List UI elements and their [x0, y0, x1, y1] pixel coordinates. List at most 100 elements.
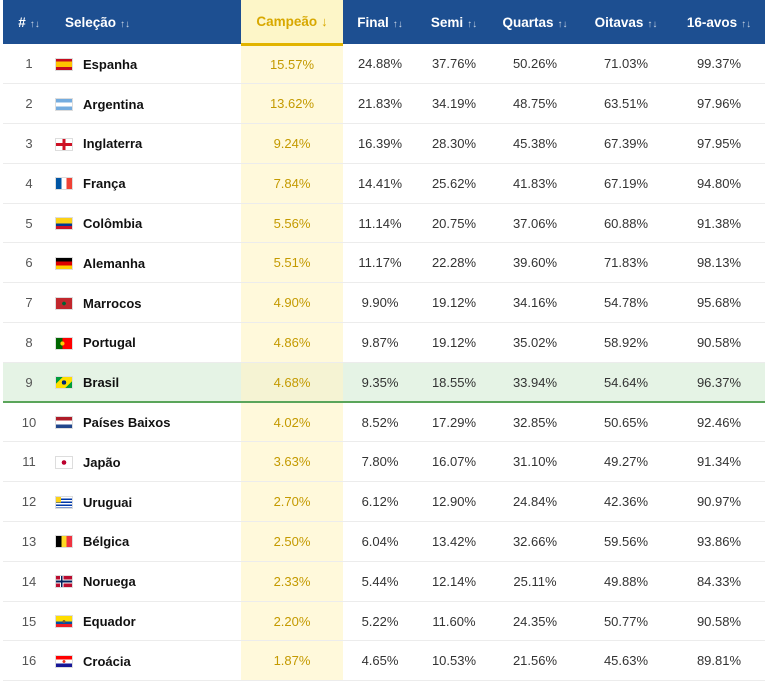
round32-cell: 97.95% [696, 135, 742, 151]
table-row[interactable]: 6 Alemanha 5.51% 11.17% 22.28% 39.60% 71.83% 98… [3, 242, 765, 283]
table-row[interactable]: 7 Marrocos 4.90% 9.90% 19.12% 34.16% 54.78% 95.… [3, 282, 765, 323]
team-cell[interactable]: Países Baixos [55, 402, 241, 442]
semi-cell: 12.14% [431, 573, 477, 589]
semi-cell: 22.28% [431, 255, 477, 271]
table-row[interactable]: 14 Noruega 2.33% 5.44% 12.14% 25.11% 49.88% 84.… [3, 561, 765, 602]
champion-cell: 1.87% [241, 640, 343, 681]
header-champion[interactable]: Campeão ↓ [241, 0, 343, 46]
table-row[interactable]: 3 Inglaterra 9.24% 16.39% 28.30% 45.38% 67.39%… [3, 123, 765, 164]
quarters-cell: 41.83% [512, 175, 558, 191]
team-cell[interactable]: Japão [55, 442, 241, 482]
table-row[interactable]: 5 Colômbia 5.56% 11.14% 20.75% 37.06% 60.88% 91… [3, 203, 765, 243]
sort-icon: ↑↓ [392, 18, 403, 30]
table-row[interactable]: 1 Espanha 15.57% 24.88% 37.76% 50.26% 71.03% 99… [3, 44, 765, 84]
table-row[interactable]: 13 Bélgica 2.50% 6.04% 13.42% 32.66% 59.56% 93.… [3, 521, 765, 562]
team-name: Noruega [83, 574, 136, 590]
semi-cell: 19.12% [431, 295, 477, 311]
table-row[interactable]: 9 Brasil 4.68% 9.35% 18.55% 33.94% 54.64% 96.37… [3, 362, 765, 403]
team-name: Colômbia [83, 216, 143, 232]
quarters-cell: 50.26% [512, 56, 558, 72]
header-round32[interactable]: 16-avos ↑↓ [673, 0, 765, 44]
germany-flag-icon [55, 256, 73, 270]
team-cell[interactable]: Argentina [55, 84, 241, 124]
round32-cell: 93.86% [696, 533, 742, 549]
team-cell[interactable]: Portugal [55, 323, 241, 363]
sort-icon: ↑↓ [29, 18, 40, 30]
round16-cell: 67.39% [603, 135, 649, 151]
round16-cell: 50.77% [603, 613, 649, 629]
team-cell[interactable]: Equador [55, 601, 241, 641]
team-cell[interactable]: Espanha [55, 44, 241, 84]
header-team[interactable]: Seleção ↑↓ [55, 0, 241, 44]
header-semi[interactable]: Semi ↑↓ [417, 0, 491, 44]
rank-cell: 12 [21, 494, 37, 510]
team-cell[interactable]: Uruguai [55, 482, 241, 522]
round32-cell: 90.97% [696, 494, 742, 510]
morocco-flag-icon [55, 296, 73, 310]
norway-flag-icon [55, 575, 73, 589]
semi-cell: 11.60% [432, 613, 476, 629]
quarters-cell: 32.66% [512, 533, 558, 549]
team-name: Países Baixos [83, 415, 171, 431]
sort-icon: ↑↓ [120, 18, 131, 30]
team-cell[interactable]: Brasil [55, 362, 241, 402]
header-rank[interactable]: # ↑↓ [3, 0, 55, 44]
rank-cell: 2 [25, 96, 33, 112]
sort-icon: ↑↓ [557, 18, 568, 30]
round16-cell: 49.88% [603, 573, 649, 589]
table-row[interactable]: 8 Portugal 4.86% 9.87% 19.12% 35.02% 58.92% 90.… [3, 322, 765, 363]
round32-cell: 95.68% [696, 295, 742, 311]
argentina-flag-icon [55, 97, 73, 111]
ecuador-flag-icon [55, 615, 73, 629]
team-cell[interactable]: Inglaterra [55, 124, 241, 164]
final-cell: 4.65% [361, 653, 399, 669]
team-cell[interactable]: Croácia [55, 641, 241, 681]
header-quarters[interactable]: Quartas ↑↓ [491, 0, 579, 44]
table-row[interactable]: 10 Países Baixos 4.02% 8.52% 17.29% 32.85% 50.… [3, 402, 765, 442]
table-row[interactable]: 12 Uruguai 2.70% 6.12% 12.90% 24.84% 42.36% 90.… [3, 481, 765, 522]
rank-cell: 5 [25, 215, 33, 231]
team-name: Argentina [83, 96, 144, 112]
team-cell[interactable]: França [55, 163, 241, 203]
champion-cell: 3.63% [241, 441, 343, 482]
team-cell[interactable]: Colômbia [55, 203, 241, 243]
round16-cell: 49.27% [603, 454, 649, 470]
team-cell[interactable]: Marrocos [55, 283, 241, 323]
final-cell: 8.52% [361, 414, 399, 430]
team-name: Portugal [83, 335, 136, 351]
table-row[interactable]: 11 Japão 3.63% 7.80% 16.07% 31.10% 49.27% 91.34… [3, 441, 765, 482]
round16-cell: 58.92% [603, 334, 649, 350]
semi-cell: 17.29% [431, 414, 477, 430]
final-cell: 9.35% [361, 374, 399, 390]
team-name: Alemanha [83, 255, 146, 271]
header-final[interactable]: Final ↑↓ [343, 0, 417, 44]
final-cell: 6.12% [361, 494, 399, 510]
quarters-cell: 35.02% [512, 334, 558, 350]
team-cell[interactable]: Noruega [55, 561, 241, 601]
team-cell[interactable]: Bélgica [55, 522, 241, 562]
final-cell: 14.41% [357, 175, 403, 191]
table-row[interactable]: 16 Croácia 1.87% 4.65% 10.53% 21.56% 45.63% 89.… [3, 640, 765, 681]
round16-cell: 63.51% [603, 96, 649, 112]
round32-cell: 91.38% [696, 215, 742, 231]
quarters-cell: 32.85% [512, 414, 558, 430]
round16-cell: 45.63% [603, 653, 649, 669]
champion-cell: 4.86% [241, 322, 343, 363]
champion-cell: 4.02% [241, 402, 343, 442]
table-row[interactable]: 15 Equador 2.20% 5.22% 11.60% 24.35% 50.77% 90.… [3, 601, 765, 641]
header-round16[interactable]: Oitavas ↑↓ [579, 0, 673, 44]
champion-cell: 4.68% [241, 362, 343, 403]
rank-cell: 4 [25, 175, 33, 191]
champion-cell: 2.20% [241, 601, 343, 641]
quarters-cell: 45.38% [512, 135, 558, 151]
sort-icon: ↑↓ [741, 18, 752, 30]
semi-cell: 16.07% [431, 454, 477, 470]
round16-cell: 60.88% [603, 215, 649, 231]
team-cell[interactable]: Alemanha [55, 243, 241, 283]
table-row[interactable]: 2 Argentina 13.62% 21.83% 34.19% 48.75% 63.51%… [3, 83, 765, 124]
semi-cell: 19.12% [431, 334, 477, 350]
round32-cell: 89.81% [696, 653, 742, 669]
final-cell: 9.90% [361, 295, 399, 311]
table-row[interactable]: 4 França 7.84% 14.41% 25.62% 41.83% 67.19% 94.8… [3, 163, 765, 204]
